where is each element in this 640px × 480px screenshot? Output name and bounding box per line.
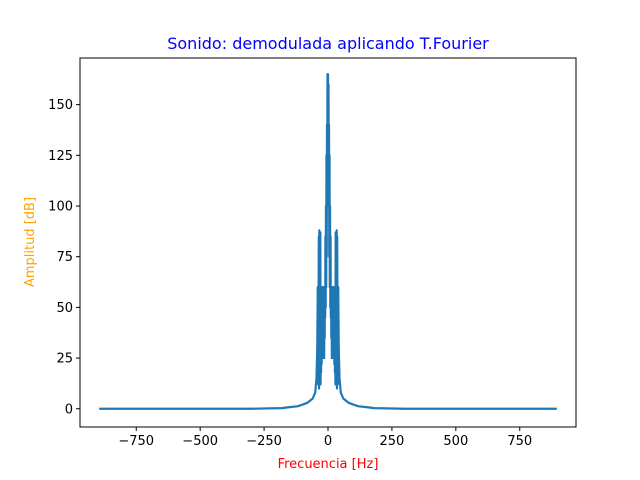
y-tick-label: 25 xyxy=(56,352,73,367)
y-tick-label: 125 xyxy=(48,149,73,164)
x-axis: −750 −500 −250 0 250 500 750 xyxy=(118,427,532,449)
x-tick-label: 500 xyxy=(443,434,468,449)
y-tick-label: 75 xyxy=(56,250,73,265)
y-axis-label: Amplitud [dB] xyxy=(23,197,38,287)
y-tick-label: 50 xyxy=(56,301,73,316)
chart-title: Sonido: demodulada aplicando T.Fourier xyxy=(167,34,489,53)
x-axis-label: Frecuencia [Hz] xyxy=(278,457,379,472)
x-tick-label: −250 xyxy=(246,434,282,449)
y-tick-label: 150 xyxy=(48,98,73,113)
x-tick-label: 750 xyxy=(507,434,532,449)
y-axis: 0 25 50 75 100 125 150 xyxy=(48,98,80,417)
series-line-0 xyxy=(99,73,557,410)
y-tick-label: 0 xyxy=(65,402,73,417)
x-tick-label: −750 xyxy=(118,434,154,449)
y-tick-label: 100 xyxy=(48,200,73,215)
series-layer xyxy=(99,73,557,410)
x-tick-label: −500 xyxy=(182,434,218,449)
x-tick-label: 0 xyxy=(324,434,332,449)
x-tick-label: 250 xyxy=(380,434,405,449)
